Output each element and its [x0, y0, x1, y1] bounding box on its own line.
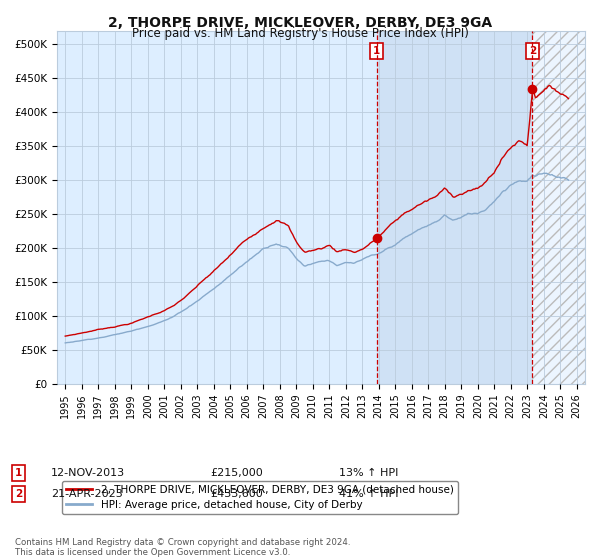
Text: 41% ↑ HPI: 41% ↑ HPI [339, 489, 398, 499]
Text: £215,000: £215,000 [210, 468, 263, 478]
Text: Price paid vs. HM Land Registry's House Price Index (HPI): Price paid vs. HM Land Registry's House … [131, 27, 469, 40]
Text: Contains HM Land Registry data © Crown copyright and database right 2024.
This d: Contains HM Land Registry data © Crown c… [15, 538, 350, 557]
Text: 2, THORPE DRIVE, MICKLEOVER, DERBY, DE3 9GA: 2, THORPE DRIVE, MICKLEOVER, DERBY, DE3 … [108, 16, 492, 30]
Text: 13% ↑ HPI: 13% ↑ HPI [339, 468, 398, 478]
Text: 1: 1 [373, 46, 380, 56]
Text: 2: 2 [529, 46, 536, 56]
Text: 1: 1 [15, 468, 22, 478]
Text: 2: 2 [15, 489, 22, 499]
Text: 12-NOV-2013: 12-NOV-2013 [51, 468, 125, 478]
Bar [377, 31, 532, 384]
Legend: 2, THORPE DRIVE, MICKLEOVER, DERBY, DE3 9GA (detached house), HPI: Average price: 2, THORPE DRIVE, MICKLEOVER, DERBY, DE3 … [62, 480, 458, 514]
Text: 21-APR-2023: 21-APR-2023 [51, 489, 123, 499]
Text: £433,600: £433,600 [210, 489, 263, 499]
